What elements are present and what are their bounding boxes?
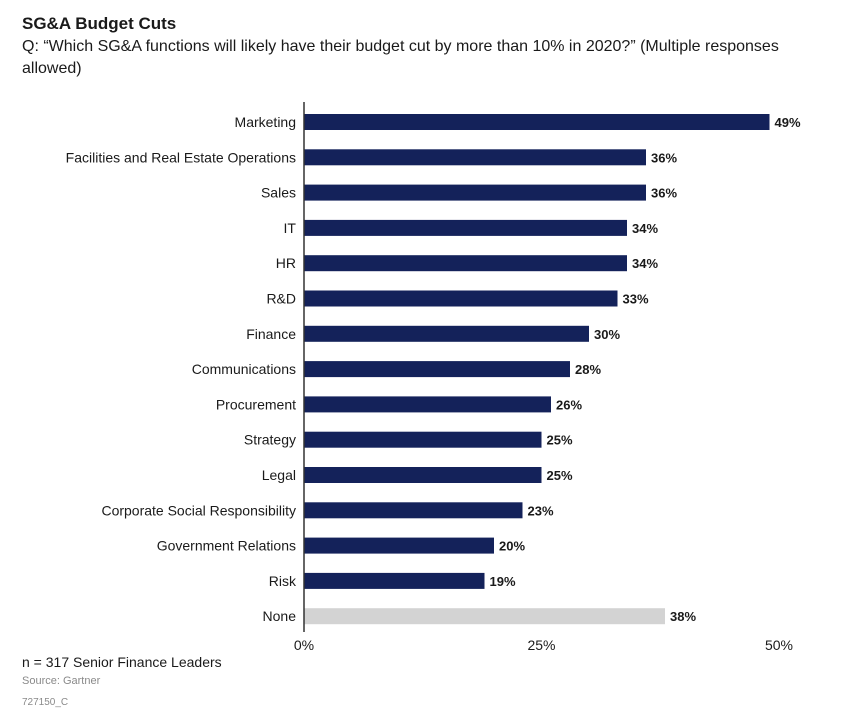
chart-question: Q: “Which SG&A functions will likely hav…: [22, 38, 779, 77]
sample-size-note: n = 317 Senior Finance Leaders: [22, 654, 222, 670]
chart-title: SG&A Budget Cuts: [22, 14, 177, 33]
category-label: Facilities and Real Estate Operations: [66, 149, 296, 165]
x-tick-label: 25%: [527, 637, 555, 653]
x-tick-label: 50%: [765, 637, 793, 653]
value-label: 49%: [775, 115, 801, 130]
value-label: 26%: [556, 397, 582, 412]
value-label: 34%: [632, 256, 658, 271]
bar: [304, 361, 570, 378]
value-label: 36%: [651, 186, 677, 201]
category-label: HR: [276, 255, 296, 271]
bar: [304, 255, 627, 272]
value-label: 23%: [528, 503, 554, 518]
category-label: R&D: [266, 291, 296, 307]
bars-layer: Marketing 49% Facilities and Real Estate O…: [66, 114, 801, 625]
category-label: Strategy: [244, 432, 296, 448]
bar: [304, 219, 627, 236]
value-label: 30%: [594, 327, 620, 342]
category-label: Government Relations: [157, 538, 296, 554]
source-note: Source: Gartner: [22, 675, 101, 687]
figure-code: 727150_C: [22, 697, 69, 708]
category-label: Communications: [192, 361, 296, 377]
value-label: 38%: [670, 609, 696, 624]
bar: [304, 184, 646, 201]
bar: [304, 502, 523, 519]
value-label: 28%: [575, 362, 601, 377]
x-axis-ticks: 0% 25% 50%: [294, 637, 793, 653]
value-label: 34%: [632, 221, 658, 236]
bar: [304, 467, 542, 483]
value-label: 36%: [651, 150, 677, 165]
value-label: 20%: [499, 539, 525, 554]
category-label: None: [263, 608, 297, 624]
bar: [304, 149, 646, 166]
category-label: Corporate Social Responsibility: [101, 502, 296, 518]
value-label: 25%: [547, 433, 573, 448]
bar: [304, 537, 494, 554]
bar: [304, 396, 551, 413]
category-label: Legal: [262, 467, 296, 483]
category-label: Sales: [261, 185, 296, 201]
value-label: 25%: [547, 468, 573, 483]
category-label: Procurement: [216, 396, 296, 412]
bar: [304, 608, 665, 625]
bar: [304, 290, 618, 307]
bar: [304, 325, 589, 342]
category-label: Finance: [246, 326, 296, 342]
category-label: Marketing: [235, 114, 296, 130]
bar: [304, 572, 485, 589]
bar: [304, 431, 542, 448]
value-label: 33%: [623, 292, 649, 307]
category-label: Risk: [269, 573, 297, 589]
value-label: 19%: [490, 574, 516, 589]
x-tick-label: 0%: [294, 637, 314, 653]
bar: [304, 114, 770, 130]
category-label: IT: [284, 220, 297, 236]
